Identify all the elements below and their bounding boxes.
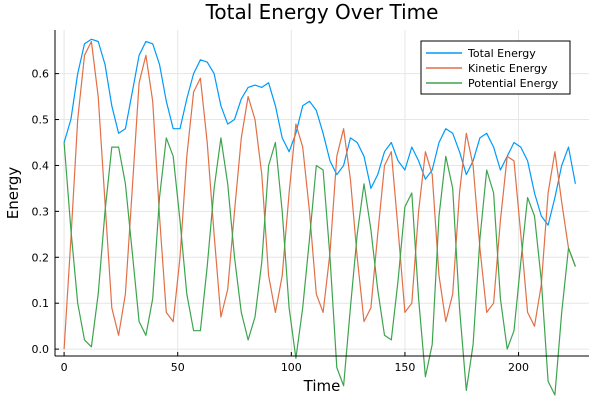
potential-energy-legend-label: Potential Energy xyxy=(468,77,559,90)
x-tick-label: 50 xyxy=(171,361,185,374)
x-tick-label: 150 xyxy=(394,361,415,374)
ticks: 0 50 100 150 200 0.0 0.1 0.2 0.3 0.4 0.5 0.6 xyxy=(32,68,530,374)
series-lines xyxy=(63,38,576,396)
y-tick-label: 0.1 xyxy=(32,297,50,310)
x-tick-label: 200 xyxy=(508,361,529,374)
axes xyxy=(54,30,589,357)
total-energy-legend-label: Total Energy xyxy=(467,47,536,60)
legend: Total Energy Kinetic Energy Potential Ener… xyxy=(420,40,571,95)
x-tick-label: 100 xyxy=(281,361,302,374)
y-tick-label: 0.0 xyxy=(32,343,50,356)
y-tick-label: 0.3 xyxy=(32,205,50,218)
kinetic-energy-legend-label: Kinetic Energy xyxy=(468,62,548,75)
y-tick-label: 0.2 xyxy=(32,251,50,264)
y-tick-label: 0.5 xyxy=(32,114,50,127)
y-tick-label: 0.4 xyxy=(32,159,50,172)
y-tick-label: 0.6 xyxy=(32,68,50,81)
x-axis-label: Time xyxy=(303,377,341,395)
chart-title: Total Energy Over Time xyxy=(205,0,439,24)
kinetic-energy-line xyxy=(63,40,576,350)
total-energy-line xyxy=(63,38,576,226)
x-tick-label: 0 xyxy=(61,361,68,374)
potential-energy-line xyxy=(63,137,576,396)
y-axis-label: Energy xyxy=(4,167,22,220)
grid-lines xyxy=(55,30,589,356)
